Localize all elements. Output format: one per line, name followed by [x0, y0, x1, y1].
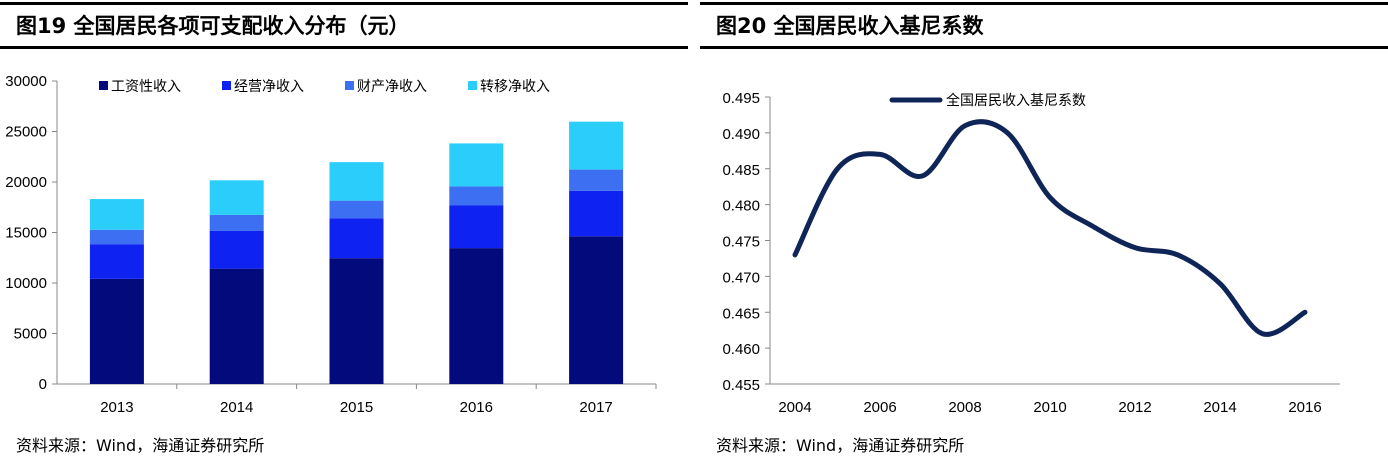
- source-note: 资料来源：Wind，海通证券研究所: [16, 436, 265, 455]
- bar-segment: [449, 143, 504, 187]
- line-chart: 0.455 0.460 0.465 0.470 0.475 0.480 0.485 0.490…: [722, 90, 1340, 416]
- y-tick-label: 0.460: [722, 341, 760, 358]
- y-tick-label: 15000: [5, 225, 47, 242]
- top-rule: [700, 2, 1388, 5]
- y-tick-label: 0.465: [722, 305, 760, 322]
- chart-title: 图20 全国居民收入基尼系数: [716, 14, 984, 38]
- legend-label: 转移净收入: [480, 79, 550, 95]
- x-tick-label: 2008: [948, 399, 981, 416]
- legend-label: 财产净收入: [357, 79, 427, 95]
- x-tick-label: 2017: [579, 399, 612, 416]
- x-tick-label: 2016: [1288, 399, 1321, 416]
- title-rule: [700, 46, 1388, 49]
- legend-label: 全国居民收入基尼系数: [946, 92, 1086, 109]
- y-tick-label: 0.480: [722, 198, 760, 215]
- left-panel: 图19 全国居民各项可支配收入分布（元） 0 5000 10000 15000 2000…: [0, 0, 688, 472]
- y-tick-label: 0.470: [722, 269, 760, 286]
- bar-segment: [209, 230, 264, 269]
- x-tick-label: 2016: [460, 399, 493, 416]
- chart-title: 图19 全国居民各项可支配收入分布（元）: [16, 14, 410, 38]
- title-rule: [0, 46, 688, 49]
- legend-label: 工资性收入: [111, 79, 181, 95]
- x-tick-label: 2012: [1118, 399, 1151, 416]
- x-tick-label: 2014: [220, 399, 253, 416]
- right-panel: 图20 全国居民收入基尼系数 0.455 0.460 0.465 0.470 0.475…: [700, 0, 1388, 472]
- x-tick-label: 2010: [1033, 399, 1066, 416]
- y-tick-label: 25000: [5, 124, 47, 141]
- bar-segment: [569, 169, 624, 191]
- y-tick-label: 0.475: [722, 234, 760, 251]
- bar-segment: [89, 278, 144, 384]
- bar-segment: [329, 200, 384, 219]
- y-tick-label: 5000: [14, 326, 47, 343]
- legend-swatch: [345, 81, 354, 90]
- bar-segment: [89, 244, 144, 279]
- bar-segment: [449, 186, 504, 206]
- bar-segment: [569, 236, 624, 384]
- y-tick-label: 0.455: [722, 377, 760, 394]
- bar-segment: [209, 214, 264, 231]
- y-tick-label: 0.485: [722, 162, 760, 179]
- y-tick-label: 30000: [5, 73, 47, 90]
- bar-segment: [89, 229, 144, 245]
- bar-segment: [449, 248, 504, 384]
- y-tick-label: 10000: [5, 275, 47, 292]
- legend-swatch: [99, 81, 108, 90]
- bar-segment: [329, 162, 384, 201]
- y-tick-label: 0.495: [722, 90, 760, 107]
- bar-segment: [569, 190, 624, 237]
- bar-segment: [329, 218, 384, 259]
- y-tick-label: 0.490: [722, 126, 760, 143]
- legend-label: 经营净收入: [234, 79, 304, 95]
- stacked-bar-chart: 0 5000 10000 15000 20000 25000 30000 2013 2014 20…: [5, 73, 657, 416]
- x-tick-label: 2013: [100, 399, 133, 416]
- y-tick-label: 0: [39, 376, 47, 393]
- y-tick-label: 20000: [5, 174, 47, 191]
- bar-segment: [329, 258, 384, 384]
- x-tick-label: 2014: [1203, 399, 1236, 416]
- bar-segment: [449, 205, 504, 249]
- bar-segment: [89, 199, 144, 230]
- bar-segment: [209, 268, 264, 384]
- x-tick-label: 2006: [863, 399, 896, 416]
- x-tick-label: 2004: [778, 399, 811, 416]
- top-rule: [0, 2, 688, 5]
- bar-segment: [209, 180, 264, 215]
- source-note: 资料来源：Wind，海通证券研究所: [716, 436, 965, 455]
- bar-segment: [569, 121, 624, 170]
- legend-swatch: [468, 81, 477, 90]
- x-tick-label: 2015: [340, 399, 373, 416]
- gini-line: [792, 119, 1308, 337]
- legend-swatch: [222, 81, 231, 90]
